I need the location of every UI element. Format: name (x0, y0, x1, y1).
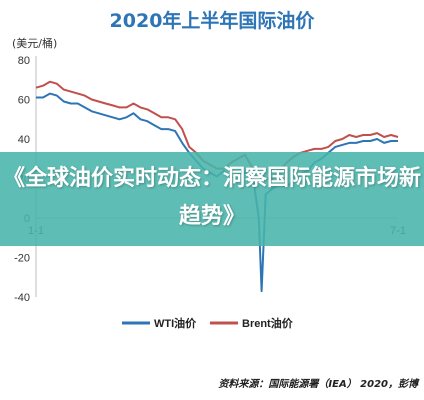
y-axis-unit-label: (美元/桶) (12, 37, 58, 50)
chart-title: 2020年上半年国际油价 (109, 10, 315, 32)
y-tick-label: 60 (18, 95, 30, 107)
y-tick-label: 40 (18, 134, 30, 146)
source-note: 资料来源：国际能源署（IEA） 2020，彭博 (218, 379, 418, 390)
y-tick-label: -40 (14, 292, 30, 304)
overlay-banner (0, 152, 424, 246)
y-tick-label: -20 (14, 253, 30, 265)
legend-label: WTI油价 (154, 316, 197, 330)
y-tick-label: 80 (18, 55, 30, 67)
overlay-banner-text: 《全球油价实时动态：洞察国际能源市场新趋势》 (2, 166, 421, 229)
legend-label: Brent油价 (242, 316, 294, 330)
